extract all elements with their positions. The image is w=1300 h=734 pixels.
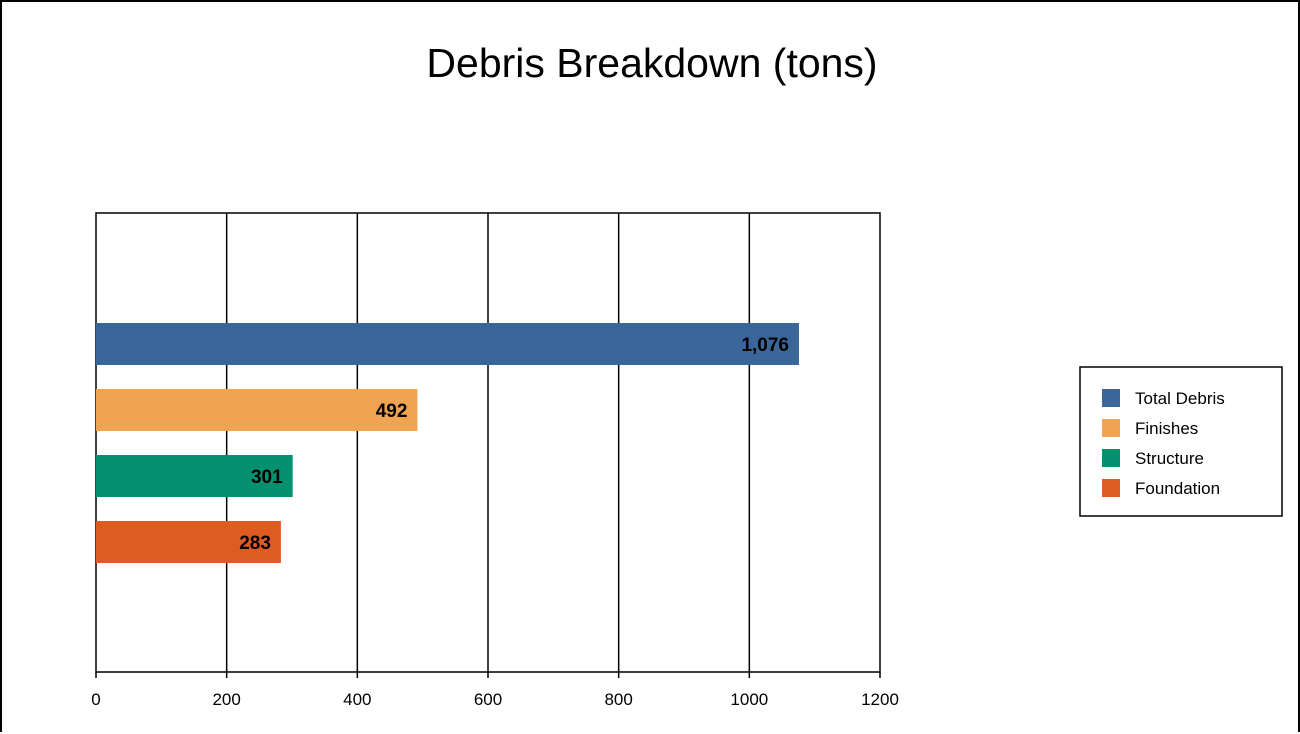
legend-entry: Foundation <box>1135 479 1220 498</box>
x-tick-label-0: 0 <box>91 690 100 709</box>
x-tick-label-800: 800 <box>604 690 632 709</box>
legend-swatch <box>1102 389 1120 407</box>
x-tick-label-1200: 1200 <box>861 690 899 709</box>
legend-entry: Structure <box>1135 449 1204 468</box>
bar-finishes <box>96 389 418 431</box>
bar-structure <box>96 455 293 497</box>
bar-value-label: 283 <box>239 533 271 554</box>
bar-value-label: 1,076 <box>741 335 789 356</box>
bars: 1,076 492 301 283 <box>96 323 799 563</box>
bar-value-label: 301 <box>251 467 283 488</box>
legend: Total Debris Finishes Structure Foundation <box>1079 366 1283 517</box>
bar-value-label: 492 <box>376 401 408 422</box>
legend-entry: Total Debris <box>1135 389 1225 408</box>
x-tick-label-600: 600 <box>474 690 502 709</box>
legend-swatch <box>1102 449 1120 467</box>
legend-entry: Finishes <box>1135 419 1198 438</box>
x-axis: 0 200 400 600 800 1000 1200 <box>91 672 899 709</box>
x-tick-label-400: 400 <box>343 690 371 709</box>
x-tick-label-1000: 1000 <box>730 690 768 709</box>
legend-swatch <box>1102 419 1120 437</box>
grid-lines <box>95 212 881 673</box>
x-tick-label-200: 200 <box>212 690 240 709</box>
chart-title: Debris Breakdown (tons) <box>426 40 878 86</box>
legend-swatch <box>1102 479 1120 497</box>
bar-total-debris <box>96 323 799 365</box>
bar-foundation <box>96 521 281 563</box>
